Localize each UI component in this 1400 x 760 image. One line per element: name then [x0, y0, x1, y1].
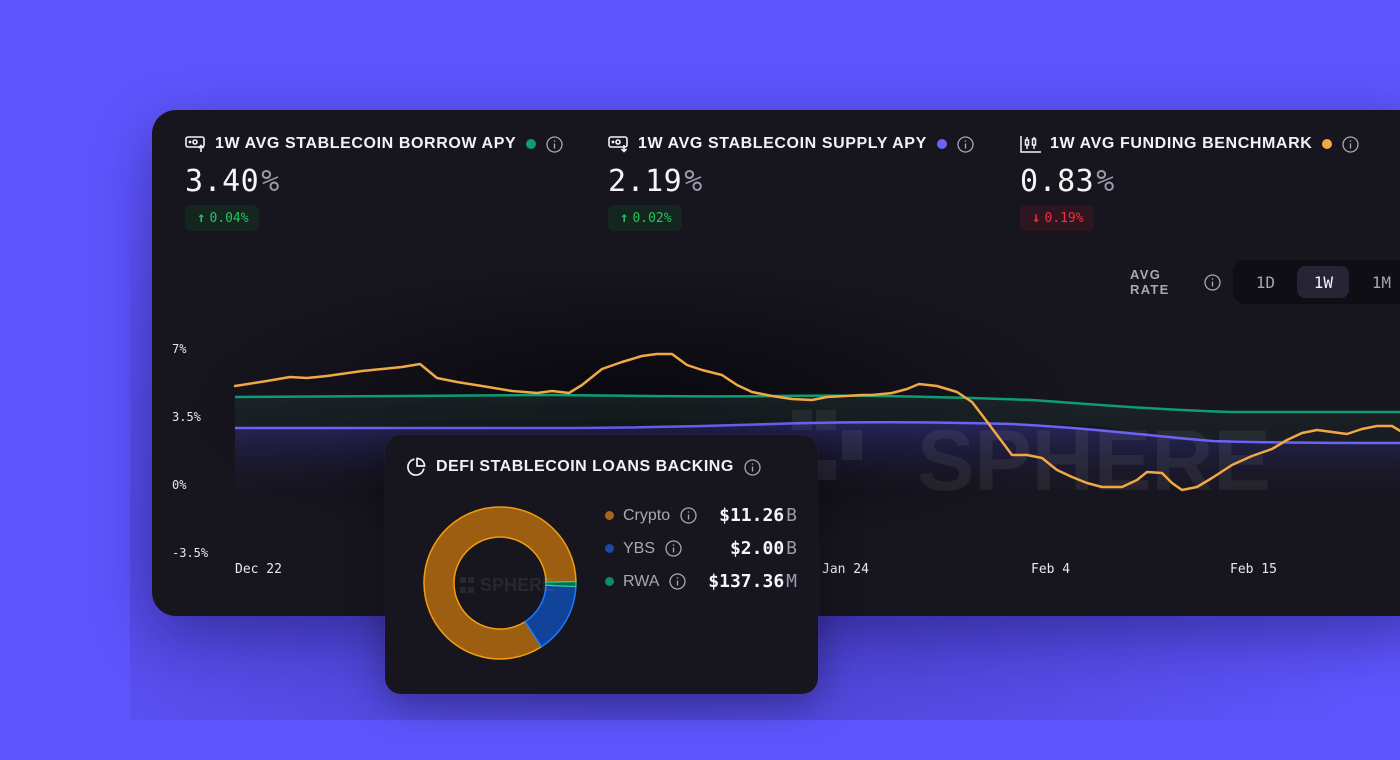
info-icon[interactable] — [680, 507, 697, 524]
legend-item-crypto: Crypto $11.26 B — [605, 499, 797, 532]
candlestick-icon — [1020, 135, 1042, 153]
change-badge: ↑ 0.02% — [608, 205, 682, 231]
donut-chart: SPHERE — [423, 506, 577, 660]
x-axis-label: Feb 4 — [1031, 562, 1071, 577]
loans-backing-card: DEFI STABLECOIN LOANS BACKING SPHERE Cry… — [385, 435, 818, 694]
metric-number: 3.40 — [185, 164, 260, 199]
money-down-icon — [608, 135, 630, 153]
info-icon[interactable] — [669, 573, 687, 590]
legend-unit: M — [786, 571, 797, 592]
legend-dot-funding — [1322, 139, 1333, 149]
legend-amount: $137.36 — [708, 571, 785, 592]
metric-borrow-apy: 1W AVG STABLECOIN BORROW APY 3.40% ↑ 0.0… — [185, 132, 563, 231]
metric-value: 2.19% — [608, 164, 974, 199]
legend-name: RWA — [623, 572, 660, 590]
metric-supply-apy: 1W AVG STABLECOIN SUPPLY APY 2.19% ↑ 0.0… — [608, 132, 974, 231]
legend-unit: B — [786, 538, 797, 559]
legend-name: YBS — [623, 539, 656, 557]
money-up-icon — [185, 135, 207, 153]
donut-slice-ybs[interactable] — [524, 584, 577, 648]
legend-amount: $2.00 — [729, 538, 785, 559]
metric-number: 0.83 — [1020, 164, 1095, 199]
loans-backing-header: DEFI STABLECOIN LOANS BACKING — [406, 457, 761, 477]
donut-slice-crypto[interactable] — [423, 506, 577, 660]
supply-line — [235, 420, 1400, 445]
arrow-up-icon: ↑ — [197, 210, 206, 226]
metric-funding-benchmark: 1W AVG FUNDING BENCHMARK 0.83% ↓ 0.19% — [1020, 132, 1360, 231]
metric-number: 2.19 — [608, 164, 683, 199]
pie-chart-icon — [406, 457, 426, 477]
rates-card: SPHERE 7% 3.5% 0% -3.5% Dec 22 Jan 24 Fe… — [152, 110, 1400, 616]
legend-item-rwa: RWA $137.36 M — [605, 565, 797, 598]
metric-value: 0.83% — [1020, 164, 1359, 199]
legend-dot — [605, 577, 614, 586]
period-1w-button[interactable]: 1W — [1297, 266, 1350, 298]
legend-value: $11.26 B — [719, 505, 797, 526]
change-value: 0.02% — [632, 210, 672, 226]
legend-dot-supply — [936, 139, 947, 149]
legend-dot-borrow — [526, 139, 537, 149]
x-axis-label: Jan 24 — [822, 562, 869, 577]
x-axis-label: Feb 15 — [1230, 562, 1277, 577]
avg-rate-label: AVG RATE — [1130, 267, 1221, 297]
legend-value: $137.36 M — [708, 571, 797, 592]
legend-unit: B — [786, 505, 797, 526]
y-axis-label: -3.5% — [172, 546, 209, 560]
legend-value: $2.00 B — [730, 538, 797, 559]
info-icon[interactable] — [546, 135, 563, 153]
legend-amount: $11.26 — [719, 505, 785, 526]
legend-name: Crypto — [623, 506, 671, 524]
metric-unit: % — [1096, 164, 1115, 199]
arrow-up-icon: ↑ — [620, 210, 629, 226]
funding-line — [233, 352, 1400, 492]
period-selector: 1D 1W 1M — [1233, 260, 1400, 304]
info-icon[interactable] — [665, 540, 682, 557]
donut-legend: Crypto $11.26 B YBS $2.00 B RWA $137.36 M — [605, 499, 797, 598]
svg-text:SPHERE: SPHERE — [480, 575, 554, 595]
metric-title: 1W AVG FUNDING BENCHMARK — [1050, 135, 1313, 152]
info-icon[interactable] — [1204, 273, 1221, 291]
period-1d-button[interactable]: 1D — [1255, 272, 1275, 292]
legend-dot — [605, 511, 614, 520]
svg-text:SPHERE: SPHERE — [917, 413, 1271, 509]
change-value: 0.04% — [209, 210, 249, 226]
metric-unit: % — [684, 164, 703, 199]
metric-value: 3.40% — [185, 164, 563, 199]
metric-unit: % — [261, 164, 280, 199]
info-icon[interactable] — [744, 458, 761, 476]
info-icon[interactable] — [1342, 135, 1360, 153]
period-1m-button[interactable]: 1M — [1371, 272, 1391, 292]
legend-dot — [605, 544, 614, 553]
metric-title: 1W AVG STABLECOIN BORROW APY — [215, 135, 517, 152]
loans-backing-title: DEFI STABLECOIN LOANS BACKING — [436, 458, 734, 475]
metric-title: 1W AVG STABLECOIN SUPPLY APY — [638, 135, 927, 152]
legend-item-ybs: YBS $2.00 B — [605, 532, 797, 565]
borrow-area — [235, 395, 1400, 443]
info-icon[interactable] — [957, 135, 974, 153]
donut-watermark: SPHERE — [460, 575, 554, 595]
change-badge: ↓ 0.19% — [1020, 205, 1094, 231]
y-axis-label: 0% — [172, 478, 187, 492]
avg-rate-text: AVG RATE — [1130, 267, 1170, 297]
change-value: 0.19% — [1044, 210, 1084, 226]
avg-rate-control: AVG RATE 1D 1W 1M — [1130, 260, 1400, 304]
donut-slice-rwa[interactable] — [545, 581, 577, 588]
change-badge: ↑ 0.04% — [185, 205, 259, 231]
y-axis-label: 3.5% — [172, 410, 201, 424]
x-axis-label: Dec 22 — [235, 562, 282, 577]
y-axis-label: 7% — [172, 342, 187, 356]
arrow-down-icon: ↓ — [1032, 210, 1041, 226]
